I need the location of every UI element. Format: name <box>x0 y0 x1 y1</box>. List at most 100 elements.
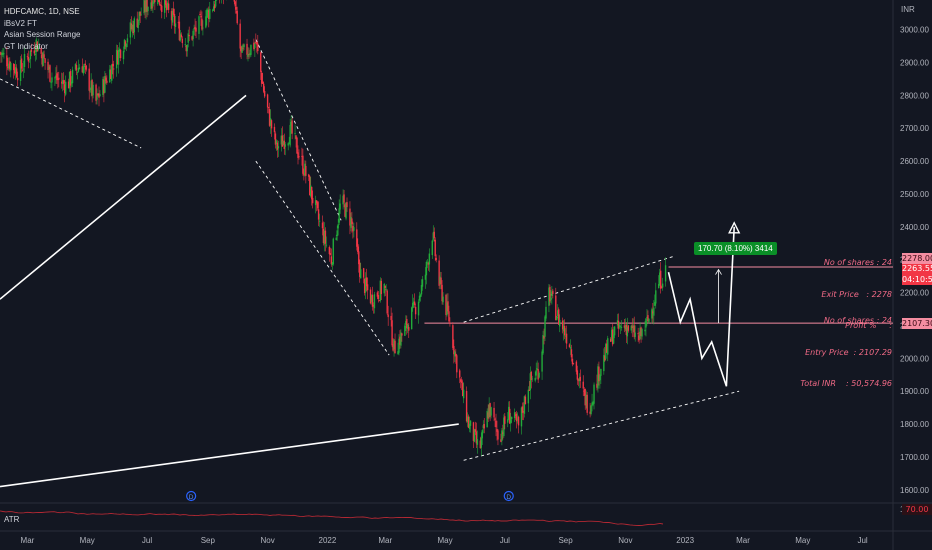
candle-body <box>202 27 204 29</box>
channel-line <box>0 78 142 149</box>
candle-body <box>571 358 574 365</box>
candle-body <box>434 239 436 257</box>
candle-body <box>537 369 539 380</box>
event-marker[interactable]: D <box>503 490 514 502</box>
candle-body <box>119 49 122 59</box>
candle-body <box>308 174 310 177</box>
exit-info-panel: No of shares : 24 Exit Price : 2278 Prof… <box>821 237 892 353</box>
candle-body <box>193 28 195 30</box>
candle-body <box>592 402 594 405</box>
x-tick-label: Nov <box>618 536 632 545</box>
candle-body <box>270 120 273 129</box>
indicator-label[interactable]: GT Indicator <box>4 41 48 51</box>
candle-body <box>659 270 662 289</box>
event-marker[interactable]: D <box>186 490 197 502</box>
candle-body <box>173 13 176 27</box>
candle-body <box>584 389 586 406</box>
candle-body <box>411 307 413 330</box>
candle-body <box>593 384 595 404</box>
candle-body <box>19 60 22 82</box>
candle-body <box>152 2 154 7</box>
candle-body <box>489 403 491 417</box>
candle-body <box>23 54 26 67</box>
candle-body <box>77 67 80 72</box>
candle-body <box>419 294 422 298</box>
candle-body <box>7 66 9 69</box>
candle-body <box>343 194 345 203</box>
x-tick-label: 2023 <box>676 536 694 545</box>
atr-pane-label[interactable]: ATR <box>4 515 20 524</box>
candle-body <box>75 65 78 71</box>
candle-body <box>346 202 348 208</box>
candle-body <box>521 406 524 413</box>
indicator-label[interactable]: iBsV2 <box>4 18 25 28</box>
candle-body <box>344 204 346 217</box>
candle-body <box>360 269 362 279</box>
candle-body <box>329 253 332 255</box>
candle-body <box>482 425 484 429</box>
candle-body <box>599 375 601 381</box>
trendline <box>0 94 247 300</box>
candle-body <box>70 81 73 84</box>
profit-badge[interactable]: 170.70 (8.10%) 3414 <box>694 242 777 255</box>
candle-body <box>158 0 160 3</box>
candle-body <box>497 430 499 440</box>
candle-body <box>78 67 81 70</box>
candle-body <box>618 324 621 328</box>
candles <box>0 0 667 456</box>
candle-body <box>284 144 286 147</box>
symbol-label[interactable]: HDFCAMC, 1D, NSE <box>4 7 80 16</box>
candle-body <box>579 376 582 381</box>
candle-body <box>330 256 333 265</box>
candle-body <box>131 24 134 30</box>
candle-body <box>572 363 575 365</box>
indicator-label[interactable]: Asian Session Range <box>4 30 81 39</box>
candle-body <box>406 318 408 329</box>
candle-body <box>400 332 402 346</box>
candle-body <box>610 329 613 341</box>
candle-body <box>640 327 642 336</box>
trendline <box>0 423 459 488</box>
candle-body <box>399 336 401 345</box>
projection-arrowhead <box>728 221 741 234</box>
candle-body <box>118 48 121 52</box>
x-tick-label: May <box>795 536 810 545</box>
candle-body <box>283 140 285 149</box>
candle-body <box>208 10 210 20</box>
candle-body <box>153 0 155 3</box>
candle-body <box>372 305 375 307</box>
x-tick-label: Mar <box>21 536 35 545</box>
candle-body <box>357 246 359 253</box>
candle-body <box>82 66 85 74</box>
candle-body <box>659 272 661 285</box>
candle-body <box>14 67 17 74</box>
candle-body <box>342 195 344 205</box>
candle-body <box>514 414 517 416</box>
candle-body <box>654 301 656 306</box>
candle-body <box>21 69 24 71</box>
event-marker-circle <box>186 490 197 502</box>
candle-body <box>467 416 470 428</box>
candle-body <box>558 309 560 325</box>
candle-body <box>89 90 91 92</box>
candle-body <box>412 301 415 306</box>
candle-body <box>29 50 32 60</box>
x-tick-label: May <box>437 536 452 545</box>
candle-body <box>527 389 530 404</box>
candle-body <box>617 320 620 329</box>
candle-body <box>103 79 105 94</box>
x-tick-label: Sep <box>558 536 573 545</box>
candle-body <box>321 222 324 229</box>
x-tick-label: Jul <box>142 536 152 545</box>
candle-body <box>418 295 421 301</box>
candle-body <box>516 418 519 420</box>
candle-body <box>280 135 283 145</box>
candle-body <box>51 77 53 83</box>
candle-body <box>233 0 235 2</box>
candle-body <box>3 53 5 55</box>
candle-body <box>481 430 483 439</box>
candle-body <box>98 93 100 98</box>
candle-body <box>311 197 314 204</box>
candle-body <box>248 53 250 55</box>
